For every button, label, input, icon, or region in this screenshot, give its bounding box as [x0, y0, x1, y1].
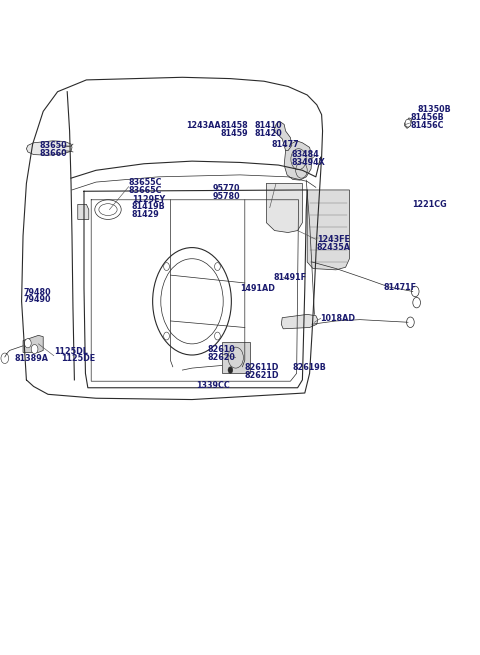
- Polygon shape: [281, 314, 318, 329]
- Text: 81471F: 81471F: [384, 283, 417, 292]
- Text: 79480: 79480: [24, 288, 52, 297]
- Circle shape: [164, 332, 169, 340]
- Text: 1221CG: 1221CG: [412, 200, 446, 209]
- Text: 83650: 83650: [39, 141, 67, 150]
- Text: 81459: 81459: [221, 129, 249, 138]
- Polygon shape: [266, 183, 302, 233]
- Polygon shape: [284, 141, 312, 180]
- Text: 83494X: 83494X: [292, 158, 325, 167]
- Text: 81420: 81420: [254, 129, 282, 138]
- Text: 81477: 81477: [271, 140, 299, 149]
- Circle shape: [228, 367, 233, 373]
- Circle shape: [164, 263, 169, 271]
- Text: 81491F: 81491F: [274, 272, 307, 282]
- Text: 1125DE: 1125DE: [61, 354, 96, 364]
- Polygon shape: [78, 204, 89, 219]
- Text: 83484: 83484: [292, 150, 320, 159]
- Text: 1125DL: 1125DL: [54, 346, 88, 356]
- Text: 81350B: 81350B: [418, 105, 451, 114]
- Circle shape: [405, 119, 411, 127]
- Circle shape: [407, 317, 414, 328]
- Text: 82435A: 82435A: [317, 243, 351, 252]
- Polygon shape: [307, 190, 349, 270]
- Text: 81429: 81429: [132, 210, 160, 219]
- Circle shape: [1, 353, 9, 364]
- Text: 95780: 95780: [212, 192, 240, 201]
- Text: 1339CC: 1339CC: [196, 381, 229, 390]
- Text: 95770: 95770: [212, 184, 240, 193]
- Polygon shape: [405, 118, 412, 128]
- Text: 1243AA: 1243AA: [186, 121, 221, 130]
- Text: 83655C: 83655C: [129, 178, 162, 187]
- Text: 81389A: 81389A: [14, 354, 48, 364]
- Circle shape: [215, 263, 220, 271]
- Text: 82619B: 82619B: [293, 363, 327, 372]
- Circle shape: [411, 286, 419, 297]
- Text: 82621D: 82621D: [245, 371, 279, 380]
- Circle shape: [31, 345, 38, 354]
- Text: 81458: 81458: [221, 121, 249, 130]
- Text: 79490: 79490: [24, 295, 51, 305]
- Text: 81456B: 81456B: [410, 113, 444, 122]
- Text: 1491AD: 1491AD: [240, 284, 275, 293]
- Text: 1243FE: 1243FE: [317, 235, 349, 244]
- Polygon shape: [274, 121, 292, 151]
- Text: 83660: 83660: [39, 149, 67, 158]
- Text: 1129EY: 1129EY: [132, 195, 165, 204]
- Circle shape: [215, 332, 220, 340]
- Circle shape: [24, 339, 31, 348]
- Text: 1018AD: 1018AD: [321, 314, 356, 323]
- Circle shape: [413, 297, 420, 308]
- Text: 83665C: 83665C: [129, 186, 162, 195]
- Polygon shape: [222, 342, 250, 373]
- Text: 82610: 82610: [207, 345, 235, 354]
- Polygon shape: [23, 335, 43, 352]
- Text: 81456C: 81456C: [410, 121, 444, 130]
- Text: 82620: 82620: [207, 353, 235, 362]
- Polygon shape: [26, 141, 72, 155]
- Text: 82611D: 82611D: [245, 363, 279, 372]
- Text: 81419B: 81419B: [132, 202, 166, 212]
- Text: 81410: 81410: [254, 121, 282, 130]
